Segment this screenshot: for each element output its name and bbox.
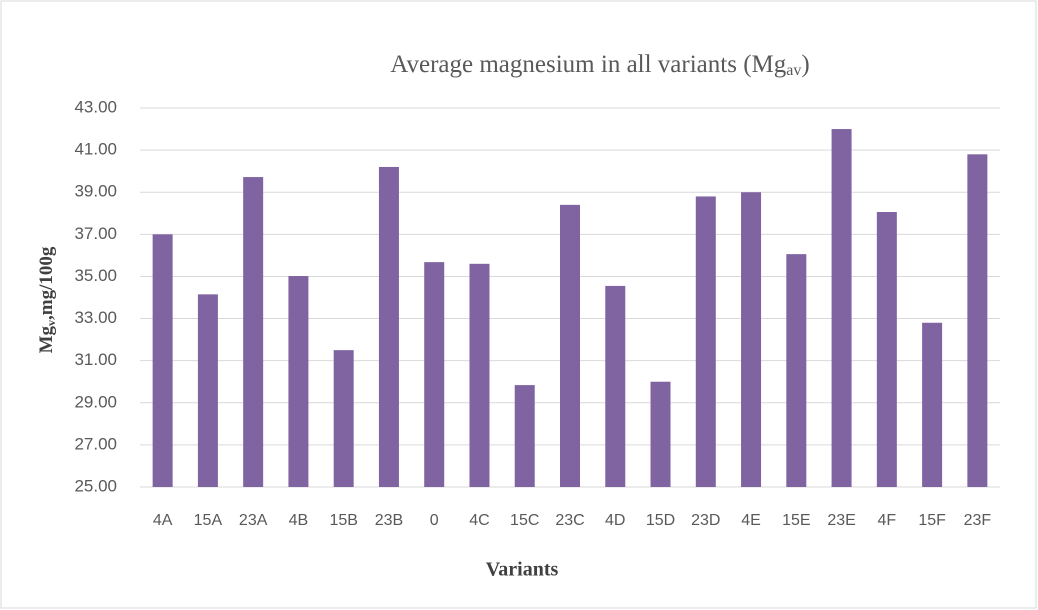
ylabel-end: ,mg/100g [36,246,57,320]
ylabel-sub: v [44,320,58,326]
y-tick-label: 39.00 [74,182,117,201]
x-tick-label: 23E [827,512,855,529]
x-tick-label: 15C [510,512,539,529]
x-tick-label: 23D [691,512,720,529]
bar [831,129,852,488]
x-tick-label: 23A [239,512,268,529]
x-tick-label: 15D [646,512,675,529]
x-tick-label: 0 [430,512,439,529]
bar [514,385,535,487]
bar [152,234,173,487]
x-tick-label: 15A [194,512,223,529]
y-tick-label: 35.00 [74,266,117,285]
x-tick-label: 23F [964,512,992,529]
x-axis-label: Variants [486,559,559,581]
y-tick-label: 43.00 [74,97,117,116]
y-tick-label: 29.00 [74,392,117,411]
bar [967,154,988,488]
chart-title: Average magnesium in all variants (Mgav) [390,51,809,79]
y-tick-label: 25.00 [74,476,117,495]
x-tick-label: 4C [469,512,489,529]
bar [243,177,264,487]
bar [605,285,626,487]
x-tick-label: 15F [918,512,946,529]
bar [469,263,490,487]
ylabel-main: Mg [36,325,57,353]
x-tick-label: 23C [555,512,584,529]
title-end: ) [801,51,809,78]
y-axis-label: Mgv,mg/100g [36,246,57,353]
x-tick-label: 4B [289,512,309,529]
bar [876,212,897,487]
x-tick-label: 4A [153,512,173,529]
y-tick-label: 41.00 [74,140,117,159]
y-tick-label: 37.00 [74,224,117,243]
bar [333,350,354,487]
bar [695,196,716,487]
title-main: Average magnesium in all variants (Mg [390,51,786,78]
title-sub: av [786,62,801,79]
x-tick-label: 23B [375,512,403,529]
x-tick-label: 4F [878,512,897,529]
x-tick-label: 15E [782,512,810,529]
y-tick-label: 31.00 [74,350,117,369]
bar [560,204,580,487]
x-tick-label: 4D [605,512,625,529]
bar [424,262,445,487]
bar [786,254,807,487]
bar [197,294,218,487]
y-tick-label: 27.00 [74,434,117,453]
bar [378,166,399,487]
bar [741,192,762,487]
bar [922,322,943,487]
x-tick-label: 4E [741,512,761,529]
y-tick-label: 33.00 [74,308,117,327]
x-tick-label: 15B [329,512,357,529]
bar [288,276,309,487]
bar [650,381,671,487]
